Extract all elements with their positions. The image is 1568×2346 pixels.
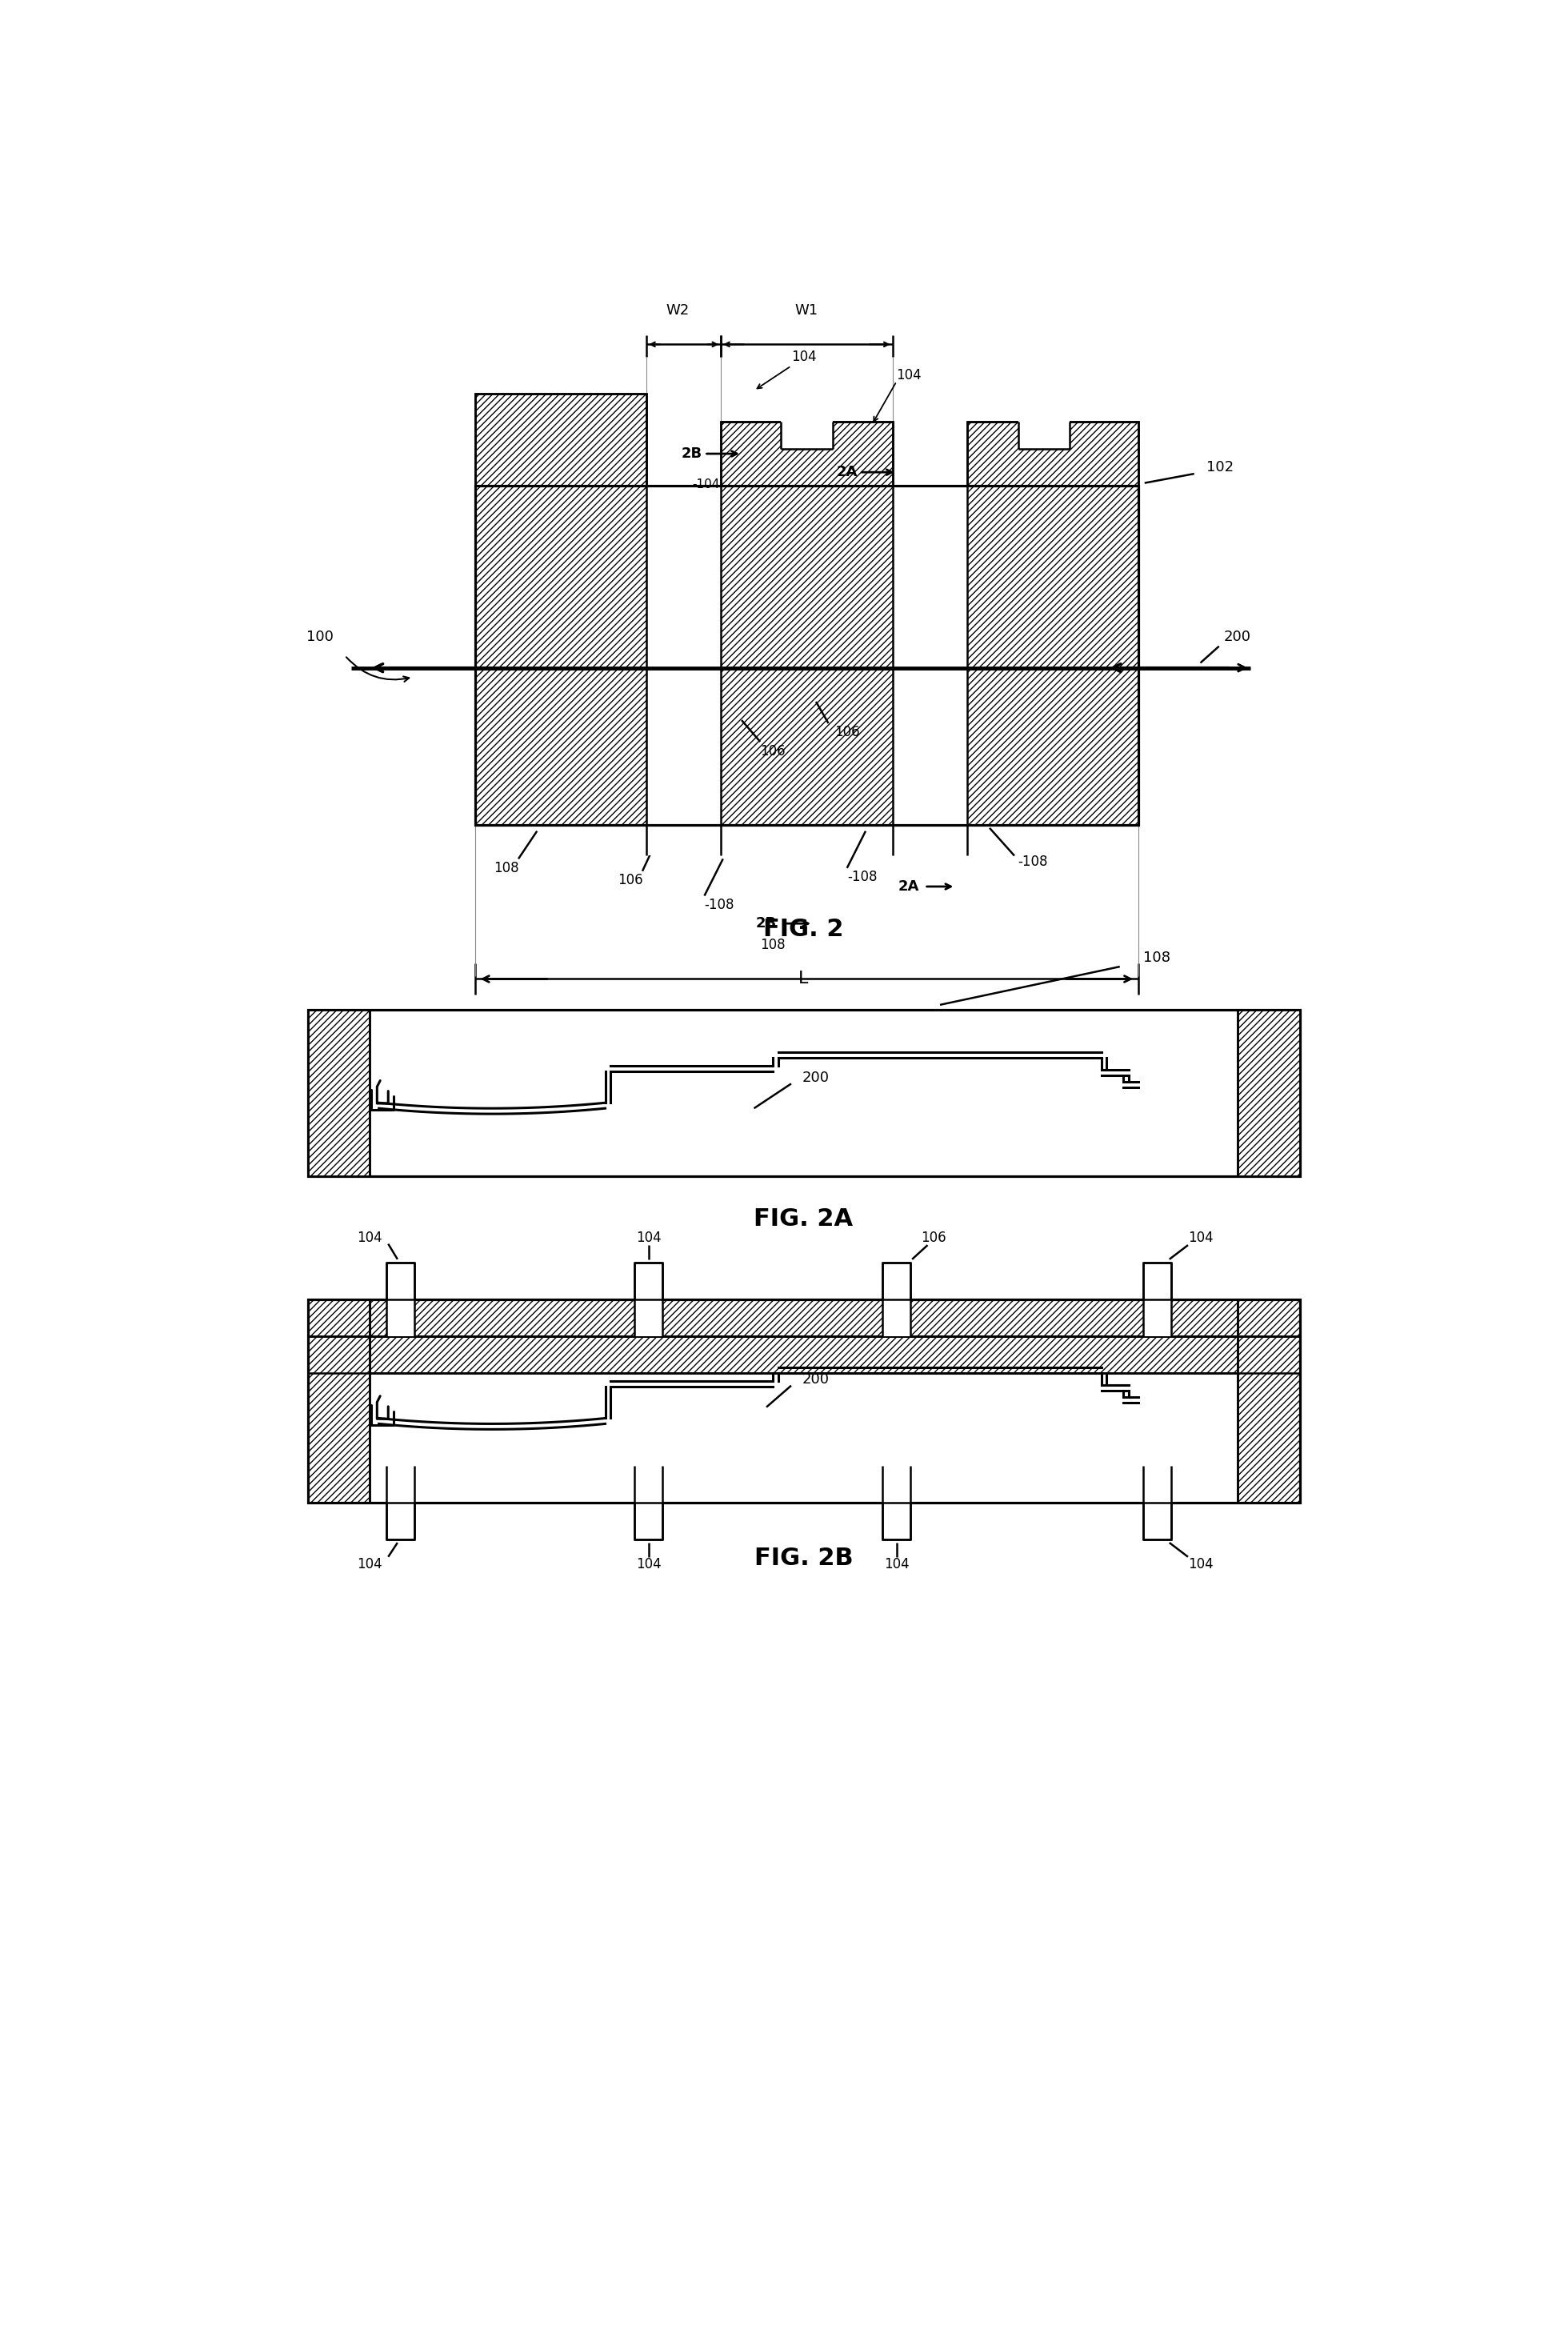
Bar [1237,1009,1300,1175]
Bar [1018,418,1069,448]
Text: 104: 104 [637,1232,662,1246]
Bar [646,826,721,856]
Text: 2A: 2A [836,465,858,479]
Bar [883,1504,911,1539]
Bar [475,486,1138,826]
Text: 104: 104 [358,1232,383,1246]
Bar [883,1262,911,1300]
Text: FIG. 2A: FIG. 2A [754,1208,853,1232]
Bar [307,1300,370,1504]
Text: W2: W2 [666,303,690,317]
Bar [883,1464,911,1504]
Text: 2B: 2B [756,917,776,931]
Text: 102: 102 [1207,460,1234,474]
Bar [387,1262,414,1300]
Bar [635,1262,663,1300]
Bar [1237,1300,1300,1504]
Text: -104: -104 [691,479,720,490]
Text: W1: W1 [795,303,818,317]
Text: 108: 108 [760,938,786,952]
Text: 104: 104 [637,1558,662,1572]
Text: 106: 106 [920,1232,947,1246]
Bar [646,486,721,826]
Text: -108: -108 [1018,854,1047,868]
Text: 100: 100 [306,629,334,645]
Text: FIG. 2: FIG. 2 [764,917,844,941]
Bar [721,422,892,486]
Bar [781,418,833,448]
Bar [1237,1300,1300,1504]
Bar [387,1300,414,1337]
Bar [475,394,646,486]
Text: L: L [798,971,809,988]
Text: 104: 104 [884,1558,909,1572]
Bar [635,1504,663,1539]
Text: 200: 200 [803,1070,829,1084]
Bar [307,1300,370,1504]
Bar [475,486,1138,826]
Bar [387,1464,414,1504]
Bar [307,1300,1300,1337]
Bar [307,1300,1300,1504]
Bar [635,1464,663,1504]
Bar [307,1300,1300,1337]
Text: 108: 108 [1143,950,1171,964]
Text: 106: 106 [834,725,859,739]
Bar [721,422,892,486]
Bar [1237,1009,1300,1175]
Bar [1143,1300,1171,1337]
Bar [307,1009,370,1175]
Text: 200: 200 [1225,629,1251,645]
Bar [475,394,646,486]
Bar [1143,1464,1171,1504]
Bar [635,1300,663,1337]
Bar [307,1337,1300,1372]
Text: FIG. 2B: FIG. 2B [754,1546,853,1569]
Bar [967,422,1138,486]
Text: 108: 108 [494,861,519,875]
Text: 104: 104 [1187,1558,1214,1572]
Text: 104: 104 [1187,1232,1214,1246]
Text: 104: 104 [897,368,922,382]
Text: 106: 106 [760,744,786,758]
Bar [1143,1262,1171,1300]
Text: 2B: 2B [682,446,702,460]
Text: 200: 200 [803,1372,829,1386]
Text: -108: -108 [704,899,734,913]
Text: 104: 104 [358,1558,383,1572]
Bar [307,1009,370,1175]
Text: 2A: 2A [898,880,919,894]
Bar [892,486,967,826]
Bar [387,1504,414,1539]
Bar [307,1009,1300,1175]
Bar [883,1300,911,1337]
Bar [1143,1504,1171,1539]
Bar [892,826,967,856]
Bar [967,422,1138,486]
Text: 104: 104 [790,350,817,364]
Text: -108: -108 [847,870,877,884]
Text: 106: 106 [618,873,643,887]
Bar [307,1337,1300,1372]
